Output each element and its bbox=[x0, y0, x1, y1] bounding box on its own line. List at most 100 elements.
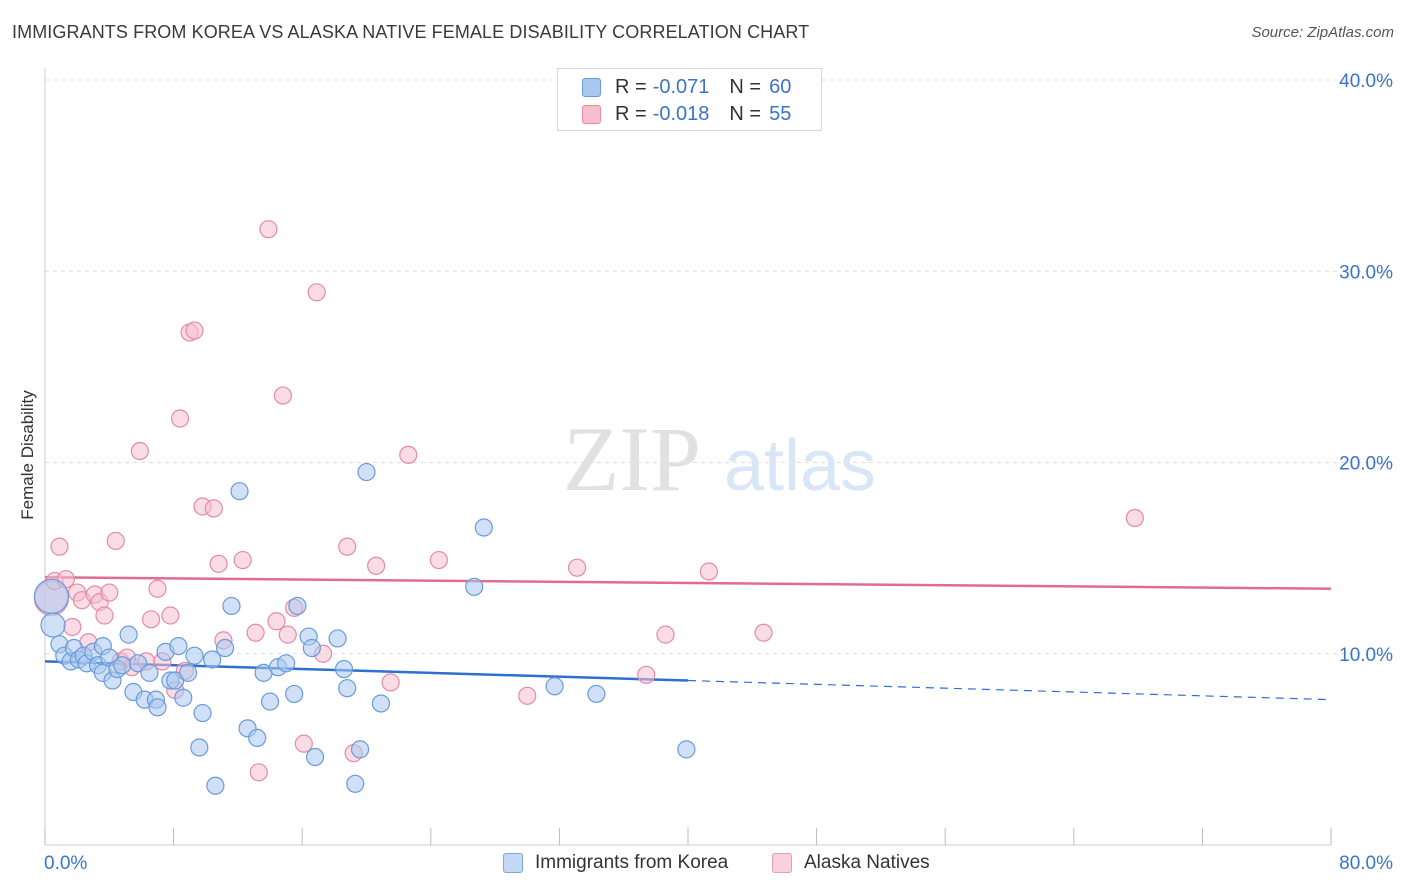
legend-item-alaska: Alaska Natives bbox=[772, 852, 930, 874]
legend-swatch-blue bbox=[503, 853, 523, 873]
legend-row-korea: R = -0.071 N = 60 bbox=[582, 75, 791, 99]
data-point-immigrants-from-korea bbox=[185, 646, 204, 665]
data-point-immigrants-from-korea bbox=[545, 677, 564, 696]
data-point-immigrants-from-korea bbox=[357, 462, 376, 482]
data-point-immigrants-from-korea bbox=[174, 688, 193, 707]
data-point-alaska-natives bbox=[63, 617, 82, 637]
chart-title: IMMIGRANTS FROM KOREA VS ALASKA NATIVE F… bbox=[12, 22, 810, 42]
data-point-immigrants-from-korea bbox=[230, 482, 249, 501]
legend-label: Immigrants from Korea bbox=[535, 852, 729, 873]
data-point-immigrants-from-korea bbox=[277, 654, 296, 673]
legend-swatch-pink bbox=[582, 104, 601, 124]
data-point-immigrants-from-korea bbox=[169, 636, 188, 656]
data-point-immigrants-from-korea bbox=[248, 728, 267, 748]
data-point-immigrants-from-korea bbox=[677, 740, 696, 759]
trend-line-alaska-natives bbox=[44, 576, 1332, 590]
legend-r-label: R = bbox=[615, 75, 647, 98]
data-point-alaska-natives bbox=[367, 556, 386, 575]
data-point-immigrants-from-korea bbox=[190, 738, 209, 757]
data-point-alaska-natives bbox=[100, 583, 119, 602]
data-point-alaska-natives bbox=[381, 673, 400, 692]
data-point-immigrants-from-korea bbox=[33, 578, 70, 614]
data-point-immigrants-from-korea bbox=[40, 612, 66, 638]
data-point-immigrants-from-korea bbox=[206, 776, 225, 795]
data-point-immigrants-from-korea bbox=[587, 684, 606, 704]
legend-swatch-pink bbox=[772, 853, 792, 873]
data-point-alaska-natives bbox=[106, 531, 125, 551]
y-tick-label: 20.0% bbox=[1339, 454, 1393, 475]
axis-layer bbox=[44, 68, 1332, 846]
legend-label: Alaska Natives bbox=[804, 852, 930, 873]
data-point-immigrants-from-korea bbox=[305, 747, 325, 767]
data-point-alaska-natives bbox=[307, 283, 326, 302]
data-point-immigrants-from-korea bbox=[148, 698, 167, 717]
y-tick-label: 40.0% bbox=[1339, 71, 1393, 92]
legend-r-label: R = bbox=[615, 102, 647, 125]
data-point-immigrants-from-korea bbox=[334, 659, 354, 679]
data-point-alaska-natives bbox=[246, 623, 265, 642]
data-point-alaska-natives bbox=[267, 612, 286, 631]
data-point-alaska-natives bbox=[518, 686, 537, 705]
source-credit: Source: ZipAtlas.com bbox=[1251, 24, 1394, 41]
x-tick-label-min: 0.0% bbox=[44, 853, 87, 874]
data-point-immigrants-from-korea bbox=[203, 650, 222, 669]
data-point-immigrants-from-korea bbox=[474, 518, 493, 537]
legend-item-korea: Immigrants from Korea bbox=[503, 852, 728, 874]
y-axis-title: Female Disability bbox=[18, 390, 37, 520]
data-point-alaska-natives bbox=[95, 606, 114, 625]
legend-n-label: N = bbox=[729, 102, 762, 125]
data-point-alaska-natives bbox=[161, 606, 180, 625]
legend-n-label: N = bbox=[729, 75, 762, 98]
data-point-alaska-natives bbox=[656, 625, 675, 644]
series-legend: Immigrants from Korea Alaska Natives bbox=[0, 852, 1406, 878]
data-point-immigrants-from-korea bbox=[338, 679, 357, 698]
legend-n-value: 60 bbox=[769, 75, 792, 98]
y-tick-label: 30.0% bbox=[1339, 262, 1393, 283]
data-point-alaska-natives bbox=[294, 734, 313, 753]
data-point-alaska-natives bbox=[1125, 508, 1144, 528]
watermark-atlas: atlas bbox=[724, 426, 876, 506]
data-point-immigrants-from-korea bbox=[119, 625, 138, 644]
legend-r-value: -0.071 bbox=[652, 75, 710, 98]
data-point-immigrants-from-korea bbox=[285, 684, 304, 704]
x-tick-label-max: 80.0% bbox=[1339, 853, 1393, 874]
data-point-immigrants-from-korea bbox=[222, 596, 241, 616]
trend-line-extrapolated bbox=[687, 679, 1332, 701]
data-point-alaska-natives bbox=[754, 623, 773, 642]
legend-n-value: 55 bbox=[769, 102, 792, 125]
data-point-immigrants-from-korea bbox=[346, 774, 365, 793]
data-point-immigrants-from-korea bbox=[193, 703, 212, 723]
data-point-alaska-natives bbox=[50, 537, 69, 556]
data-point-alaska-natives bbox=[170, 409, 190, 428]
trend-layer bbox=[44, 576, 1332, 701]
watermark: ZIP atlas bbox=[563, 408, 876, 510]
data-point-alaska-natives bbox=[278, 625, 297, 644]
data-point-immigrants-from-korea bbox=[350, 740, 370, 759]
data-point-alaska-natives bbox=[233, 550, 252, 570]
data-point-immigrants-from-korea bbox=[371, 694, 391, 713]
data-point-alaska-natives bbox=[273, 386, 293, 405]
data-point-immigrants-from-korea bbox=[288, 596, 307, 616]
y-tick-label: 10.0% bbox=[1339, 645, 1393, 666]
data-point-immigrants-from-korea bbox=[328, 629, 347, 648]
series-immigrants-from-korea bbox=[33, 462, 696, 795]
data-point-alaska-natives bbox=[338, 537, 357, 556]
data-point-immigrants-from-korea bbox=[302, 638, 321, 658]
legend-r-value: -0.018 bbox=[652, 102, 710, 125]
data-point-alaska-natives bbox=[249, 763, 268, 782]
data-point-immigrants-from-korea bbox=[178, 663, 198, 682]
legend-swatch-blue bbox=[582, 77, 601, 97]
data-point-alaska-natives bbox=[399, 445, 418, 464]
data-point-alaska-natives bbox=[141, 610, 161, 629]
grid-layer bbox=[45, 79, 1390, 655]
watermark-zip: ZIP bbox=[563, 408, 701, 510]
data-point-alaska-natives bbox=[259, 220, 278, 239]
data-point-alaska-natives bbox=[148, 579, 167, 598]
data-point-alaska-natives bbox=[637, 665, 656, 684]
data-point-immigrants-from-korea bbox=[260, 692, 280, 711]
data-point-alaska-natives bbox=[204, 499, 223, 518]
data-point-alaska-natives bbox=[209, 554, 228, 573]
data-point-alaska-natives bbox=[185, 321, 204, 340]
data-point-immigrants-from-korea bbox=[215, 638, 235, 658]
